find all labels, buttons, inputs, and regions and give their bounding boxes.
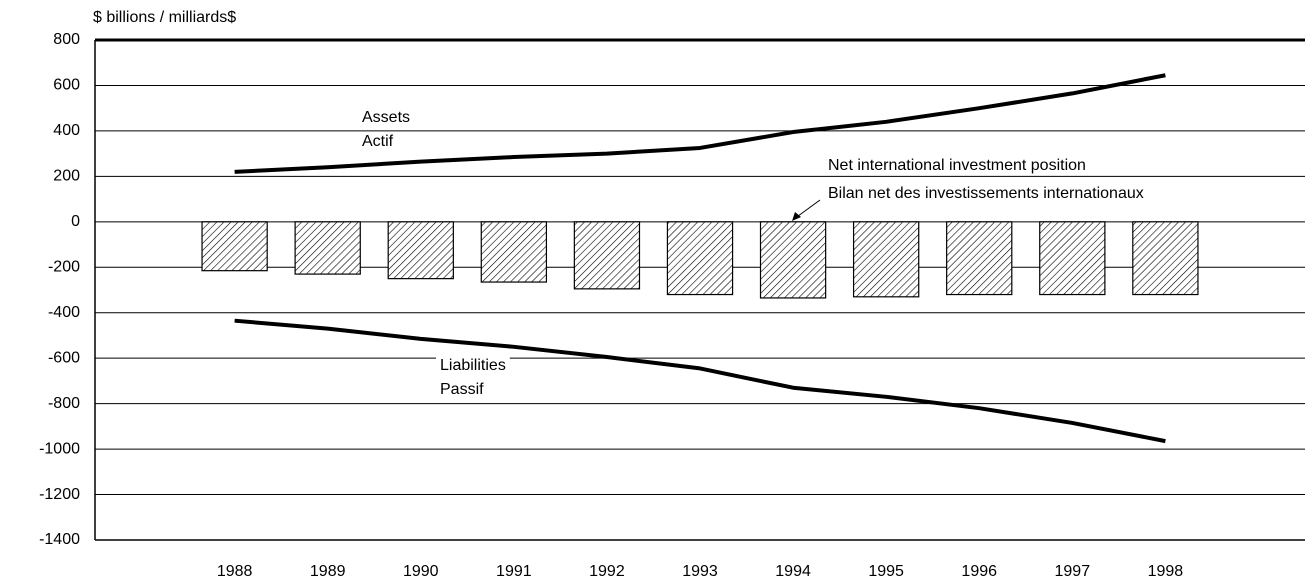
bar xyxy=(946,221,1013,296)
x-tick-label: 1994 xyxy=(775,563,811,580)
bar xyxy=(1039,221,1106,296)
y-tick-label: -1000 xyxy=(39,440,80,457)
y-tick-label: -800 xyxy=(48,395,80,412)
x-tick-label: 1998 xyxy=(1148,563,1184,580)
line xyxy=(234,318,1166,444)
annotation-bg xyxy=(824,156,1090,176)
y-tick-label: 600 xyxy=(53,77,80,94)
x-tick-label: 1996 xyxy=(961,563,997,580)
x-tick-label: 1995 xyxy=(868,563,904,580)
annotation-bg xyxy=(358,132,398,152)
bar xyxy=(573,221,641,290)
y-tick-label: -1400 xyxy=(39,531,80,548)
y-tick-label: -200 xyxy=(48,258,80,275)
y-tick-label: 0 xyxy=(71,213,80,230)
annotation-bg xyxy=(358,108,415,128)
y-tick-label: 800 xyxy=(53,31,80,48)
y-tick-label: 200 xyxy=(53,168,80,185)
x-tick-label: 1992 xyxy=(589,563,625,580)
annotation-bg xyxy=(436,356,510,376)
annotation: Bilan net des investissements internatio… xyxy=(828,185,1144,202)
annotation-bg xyxy=(436,380,489,400)
y-axis-label: $ billions / milliards$ xyxy=(93,9,236,26)
y-tick-label: -1200 xyxy=(39,486,80,503)
line xyxy=(234,73,1166,174)
annotation: Liabilities xyxy=(440,357,506,374)
bar xyxy=(1132,221,1199,296)
y-tick-label: -600 xyxy=(48,349,80,366)
x-tick-label: 1993 xyxy=(682,563,718,580)
bar xyxy=(852,221,920,298)
x-tick-label: 1989 xyxy=(310,563,346,580)
annotations: Assets Actif Liabilities Passif Net internat… xyxy=(358,108,1148,400)
x-tick-label: 1991 xyxy=(496,563,532,580)
annotation-bg xyxy=(824,184,1148,204)
annotation: Assets xyxy=(362,109,410,126)
x-tick-label: 1990 xyxy=(403,563,439,580)
annotation: Passif xyxy=(440,381,484,398)
y-tick-label: -400 xyxy=(48,304,80,321)
bar xyxy=(201,221,268,272)
bar xyxy=(666,221,734,296)
annotation-arrowhead xyxy=(792,212,801,221)
bar xyxy=(387,221,454,280)
bar xyxy=(480,221,548,283)
bar xyxy=(759,221,827,299)
annotation: Actif xyxy=(362,133,394,150)
annotation: Net international investment position xyxy=(828,157,1086,174)
y-tick-label: 400 xyxy=(53,122,80,139)
x-tick-label: 1988 xyxy=(217,563,253,580)
bar xyxy=(294,221,361,275)
x-tick-label: 1997 xyxy=(1055,563,1091,580)
